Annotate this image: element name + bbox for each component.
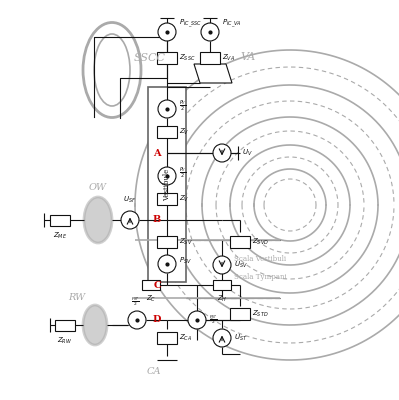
Circle shape [201, 23, 219, 41]
Circle shape [158, 23, 176, 41]
Bar [157, 332, 177, 344]
Circle shape [128, 311, 146, 329]
Circle shape [188, 311, 206, 329]
Circle shape [158, 167, 176, 185]
Circle shape [121, 211, 139, 229]
Text: Scala Tympani: Scala Tympani [234, 273, 286, 281]
Ellipse shape [84, 197, 112, 243]
Text: $Z_V$: $Z_V$ [179, 194, 190, 204]
Text: $Z_{ME}$: $Z_{ME}$ [53, 231, 67, 241]
Text: $Z_C$: $Z_C$ [146, 294, 156, 304]
Text: VA: VA [240, 52, 255, 62]
Polygon shape [194, 64, 232, 83]
Text: $P_{SV}$: $P_{SV}$ [179, 256, 192, 266]
Text: $\frac{P_V}{2}$: $\frac{P_V}{2}$ [179, 98, 186, 114]
Text: $U_{SF}$: $U_{SF}$ [123, 195, 136, 205]
Text: $Z_H$: $Z_H$ [217, 294, 227, 304]
Bar [142, 280, 160, 290]
Text: $Z_{RW}$: $Z_{RW}$ [57, 336, 73, 346]
Text: $Z_{SSC}$: $Z_{SSC}$ [179, 53, 196, 63]
Text: $Z_V$: $Z_V$ [179, 127, 190, 137]
Text: $U_V$: $U_V$ [242, 148, 253, 158]
Text: $Z_{CA}$: $Z_{CA}$ [179, 333, 192, 343]
Text: RW: RW [68, 292, 85, 302]
Bar [157, 52, 177, 64]
Text: $Z_{SV}$: $Z_{SV}$ [179, 237, 193, 247]
Bar [157, 236, 177, 248]
Text: Scala Vestibuli: Scala Vestibuli [234, 255, 286, 263]
Bar [50, 214, 70, 226]
Text: $Z_{STD}$: $Z_{STD}$ [252, 309, 269, 319]
Bar [200, 52, 220, 64]
Bar [213, 280, 231, 290]
Text: $\frac{P_{ST}}{2}$: $\frac{P_{ST}}{2}$ [209, 314, 217, 326]
Text: $U_{SV}$: $U_{SV}$ [234, 260, 248, 270]
Text: C: C [153, 280, 161, 290]
Bar [157, 126, 177, 138]
Text: $P_{IC\_VA}$: $P_{IC\_VA}$ [222, 18, 242, 30]
Text: Vestibule: Vestibule [163, 168, 171, 201]
Text: OW: OW [89, 184, 107, 192]
Circle shape [158, 255, 176, 273]
Bar [157, 193, 177, 205]
Text: SSCC: SSCC [134, 53, 166, 63]
Bar [148, 87, 186, 282]
Bar [230, 236, 250, 248]
Circle shape [213, 256, 231, 274]
Text: B: B [153, 216, 161, 224]
Text: $P_{IC\_SSC}$: $P_{IC\_SSC}$ [179, 18, 202, 30]
Text: $\frac{P_V}{2}$: $\frac{P_V}{2}$ [179, 166, 186, 180]
Text: $Z_{SVD}$: $Z_{SVD}$ [252, 237, 269, 247]
Text: CA: CA [146, 368, 161, 376]
Text: D: D [153, 316, 161, 324]
Bar [230, 308, 250, 320]
Text: $\frac{P_{ST}}{2}$: $\frac{P_{ST}}{2}$ [131, 296, 139, 308]
Bar [55, 320, 75, 330]
Text: $U_{ST}$: $U_{ST}$ [234, 333, 247, 343]
Text: $Z_{VA}$: $Z_{VA}$ [222, 53, 235, 63]
Circle shape [158, 100, 176, 118]
Text: A: A [153, 148, 161, 158]
Circle shape [213, 144, 231, 162]
Circle shape [213, 329, 231, 347]
Ellipse shape [83, 305, 107, 345]
